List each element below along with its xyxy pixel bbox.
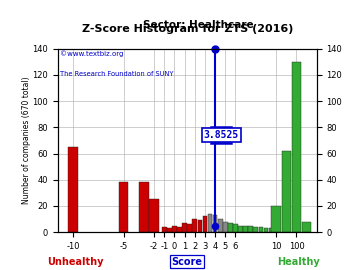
Bar [162,227,167,232]
Text: The Research Foundation of SUNY: The Research Foundation of SUNY [60,71,174,77]
Bar [172,226,177,232]
Bar [203,217,207,232]
Bar [228,223,233,232]
Bar [243,226,248,232]
Bar [149,200,159,232]
Bar [119,182,129,232]
Bar [213,215,217,232]
Text: Score: Score [172,256,203,266]
Text: ©www.textbiz.org: ©www.textbiz.org [60,50,123,57]
Bar [238,226,243,232]
Bar [68,147,77,232]
Text: Sector: Healthcare: Sector: Healthcare [143,20,253,30]
Bar [182,223,187,232]
Text: 3.8525: 3.8525 [204,130,239,140]
Bar [302,222,311,232]
Text: Unhealthy: Unhealthy [48,256,104,266]
Title: Z-Score Histogram for ZTS (2016): Z-Score Histogram for ZTS (2016) [81,24,293,34]
Bar [139,182,149,232]
Bar [253,227,258,232]
Bar [282,151,291,232]
Bar [218,219,222,232]
Bar [188,224,192,232]
Bar [208,214,212,232]
Bar [193,219,197,232]
Text: Healthy: Healthy [278,256,320,266]
Bar [271,206,281,232]
Y-axis label: Number of companies (670 total): Number of companies (670 total) [22,77,31,204]
Bar [269,228,273,232]
Bar [223,222,228,232]
Bar [258,227,263,232]
Bar [167,228,172,232]
Bar [198,220,202,232]
Bar [292,62,301,232]
Bar [264,228,268,232]
Bar [248,226,253,232]
Bar [177,227,182,232]
Bar [233,224,238,232]
